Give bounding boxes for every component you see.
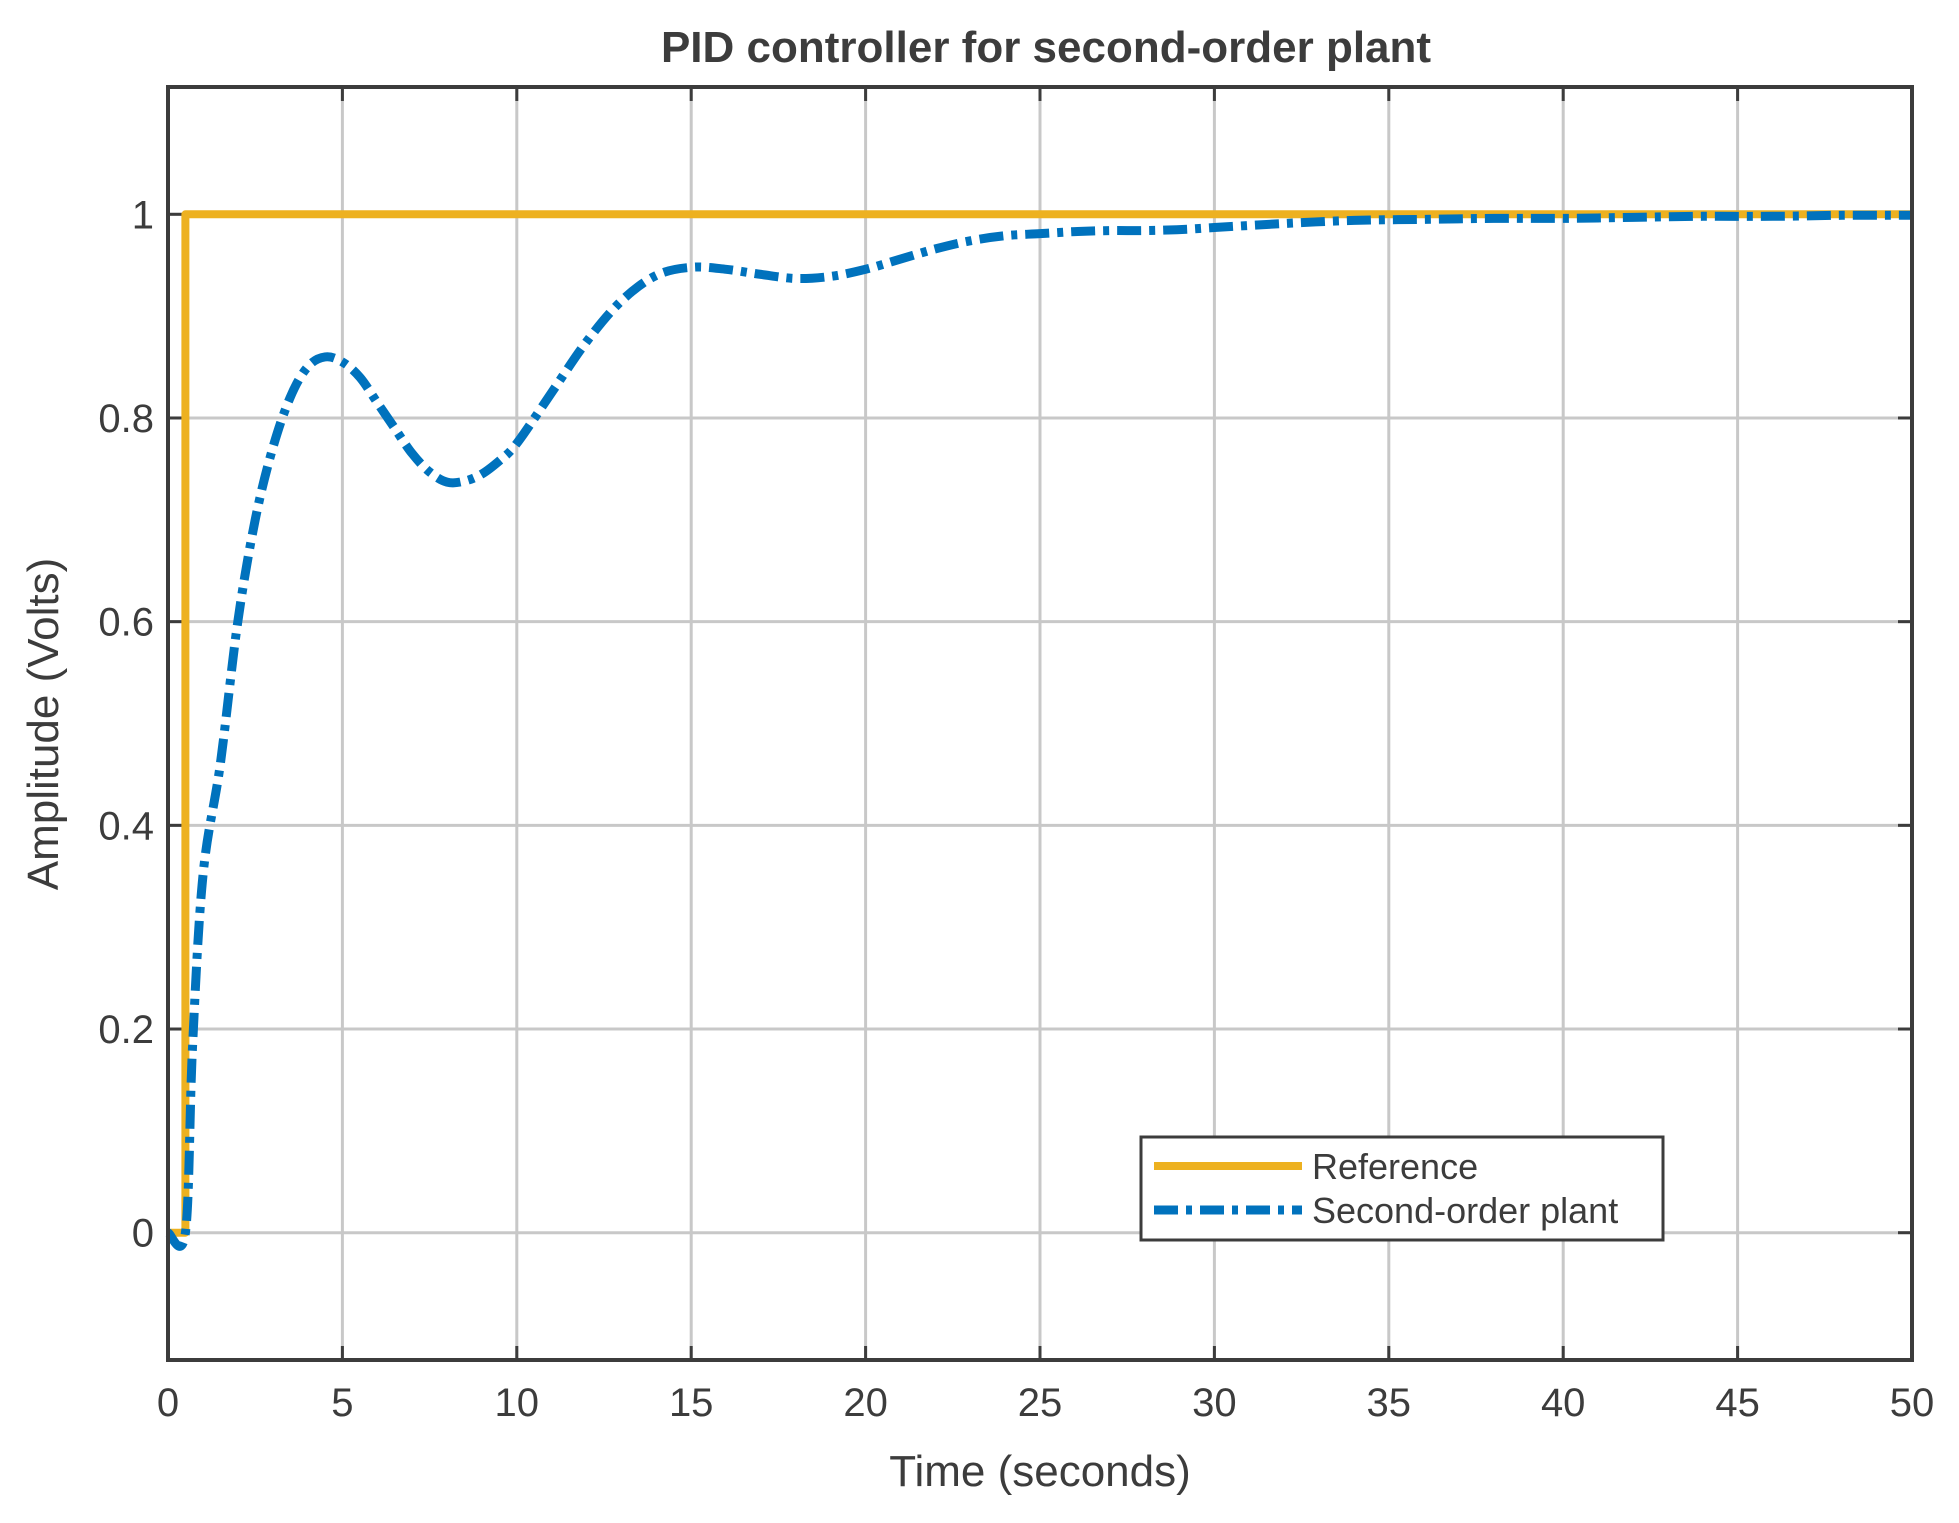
series-reference-line [168, 210, 1912, 1237]
x-tick-label: 40 [1541, 1381, 1586, 1425]
x-tick-labels: 0 5 10 15 20 25 30 35 40 45 50 [157, 1381, 1934, 1425]
y-tick-label: 0.2 [98, 1008, 154, 1052]
y-tick-label: 1 [132, 193, 154, 237]
y-tick-label: 0.4 [98, 804, 154, 848]
chart-title: PID controller for second-order plant [661, 23, 1431, 72]
y-tick-label: 0 [132, 1212, 154, 1256]
x-tick-label: 15 [669, 1381, 714, 1425]
series-group [163, 210, 1913, 1251]
x-tick-label: 20 [843, 1381, 888, 1425]
series-second-order-plant-line [163, 210, 1913, 1251]
x-tick-label: 0 [157, 1381, 179, 1425]
y-tick-label: 0.8 [98, 397, 154, 441]
y-axis-label: Amplitude (Volts) [19, 558, 68, 891]
legend: Reference Second-order plant [1139, 1135, 1665, 1242]
x-tick-label: 25 [1018, 1381, 1063, 1425]
y-tick-label: 0.6 [98, 601, 154, 645]
y-tick-labels: 0 0.2 0.4 0.6 0.8 1 [98, 193, 154, 1255]
x-tick-label: 35 [1367, 1381, 1412, 1425]
x-tick-label: 50 [1890, 1381, 1935, 1425]
plot-frame [166, 85, 1914, 1362]
legend-box [1139, 1135, 1665, 1242]
x-tick-label: 45 [1715, 1381, 1760, 1425]
legend-label-reference: Reference [1312, 1146, 1478, 1187]
legend-label-second-order-plant: Second-order plant [1312, 1190, 1618, 1231]
x-tick-label: 30 [1192, 1381, 1237, 1425]
x-axis-label: Time (seconds) [889, 1447, 1191, 1496]
x-tick-label: 5 [331, 1381, 353, 1425]
x-tick-label: 10 [495, 1381, 540, 1425]
